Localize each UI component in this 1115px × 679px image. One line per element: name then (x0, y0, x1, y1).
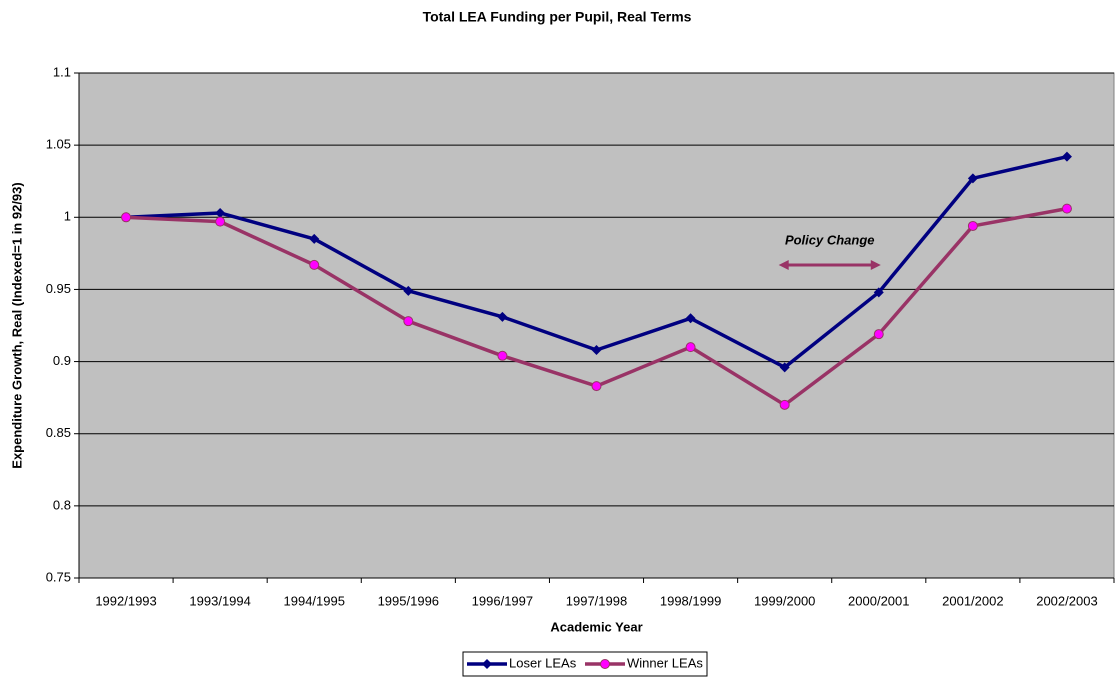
x-tick-label: 1992/1993 (95, 593, 156, 608)
x-tick-label: 2002/2003 (1036, 593, 1097, 608)
marker (873, 287, 884, 298)
marker (497, 350, 508, 361)
x-tick-label: 1993/1994 (189, 593, 250, 608)
y-tick-label: 0.75 (46, 569, 71, 584)
marker (497, 311, 508, 322)
x-tick-label: 2001/2002 (942, 593, 1003, 608)
arrow-head (870, 260, 881, 270)
x-tick-label: 1997/1998 (566, 593, 627, 608)
y-tick-label: 0.9 (53, 353, 71, 368)
marker (215, 207, 226, 218)
marker (685, 313, 696, 324)
y-tick-label: 1.1 (53, 64, 71, 79)
marker (1061, 151, 1072, 162)
marker (873, 329, 884, 340)
x-tick-label: 1998/1999 (660, 593, 721, 608)
marker (779, 362, 790, 373)
marker (967, 220, 978, 231)
x-tick-label: 2000/2001 (848, 593, 909, 608)
marker (121, 212, 132, 223)
marker (309, 259, 320, 270)
legend-marker (482, 659, 492, 669)
x-tick-label: 1994/1995 (284, 593, 345, 608)
marker (215, 216, 226, 227)
legend-label: Winner LEAs (627, 655, 703, 670)
arrow-head (778, 260, 789, 270)
annotation: Policy Change (785, 232, 875, 247)
x-tick-label: 1995/1996 (378, 593, 439, 608)
marker (591, 345, 602, 356)
marker (1061, 203, 1072, 214)
marker (403, 285, 414, 296)
x-tick-label: 1996/1997 (472, 593, 533, 608)
marker (779, 399, 790, 410)
y-tick-label: 1.05 (46, 137, 71, 152)
plot-area (78, 72, 1115, 579)
chart-title: Total LEA Funding per Pupil, Real Terms (423, 9, 692, 25)
y-tick-label: 0.8 (53, 497, 71, 512)
marker (591, 381, 602, 392)
y-tick-label: 0.95 (46, 281, 71, 296)
legend-label: Loser LEAs (509, 655, 577, 670)
marker (403, 316, 414, 327)
legend-marker (600, 659, 610, 669)
x-axis-title: Academic Year (550, 619, 642, 634)
marker (309, 233, 320, 244)
marker (967, 173, 978, 184)
y-tick-label: 0.85 (46, 425, 71, 440)
y-axis-title: Expenditure Growth, Real (Indexed=1 in 9… (9, 182, 24, 468)
marker (685, 342, 696, 353)
x-tick-label: 1999/2000 (754, 593, 815, 608)
y-tick-label: 1 (64, 209, 71, 224)
